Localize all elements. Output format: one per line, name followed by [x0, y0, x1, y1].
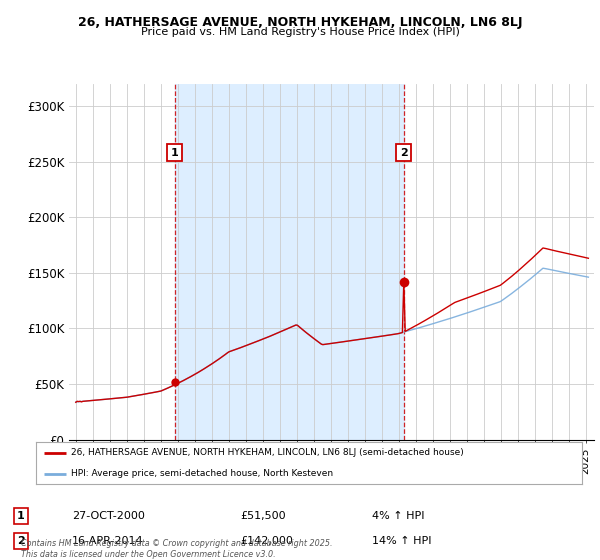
Text: 1: 1: [171, 148, 179, 158]
Text: 26, HATHERSAGE AVENUE, NORTH HYKEHAM, LINCOLN, LN6 8LJ: 26, HATHERSAGE AVENUE, NORTH HYKEHAM, LI…: [78, 16, 522, 29]
Text: Contains HM Land Registry data © Crown copyright and database right 2025.
This d: Contains HM Land Registry data © Crown c…: [21, 539, 332, 559]
Text: £142,000: £142,000: [240, 536, 293, 547]
Text: 4% ↑ HPI: 4% ↑ HPI: [372, 511, 425, 521]
Text: 2: 2: [400, 148, 407, 158]
Text: 26, HATHERSAGE AVENUE, NORTH HYKEHAM, LINCOLN, LN6 8LJ (semi-detached house): 26, HATHERSAGE AVENUE, NORTH HYKEHAM, LI…: [71, 449, 464, 458]
Text: 14% ↑ HPI: 14% ↑ HPI: [372, 536, 431, 547]
Text: £51,500: £51,500: [240, 511, 286, 521]
Text: HPI: Average price, semi-detached house, North Kesteven: HPI: Average price, semi-detached house,…: [71, 469, 334, 478]
Text: Price paid vs. HM Land Registry's House Price Index (HPI): Price paid vs. HM Land Registry's House …: [140, 27, 460, 37]
Text: 16-APR-2014: 16-APR-2014: [72, 536, 143, 547]
Text: 27-OCT-2000: 27-OCT-2000: [72, 511, 145, 521]
Text: 1: 1: [17, 511, 25, 521]
Text: 2: 2: [17, 536, 25, 547]
